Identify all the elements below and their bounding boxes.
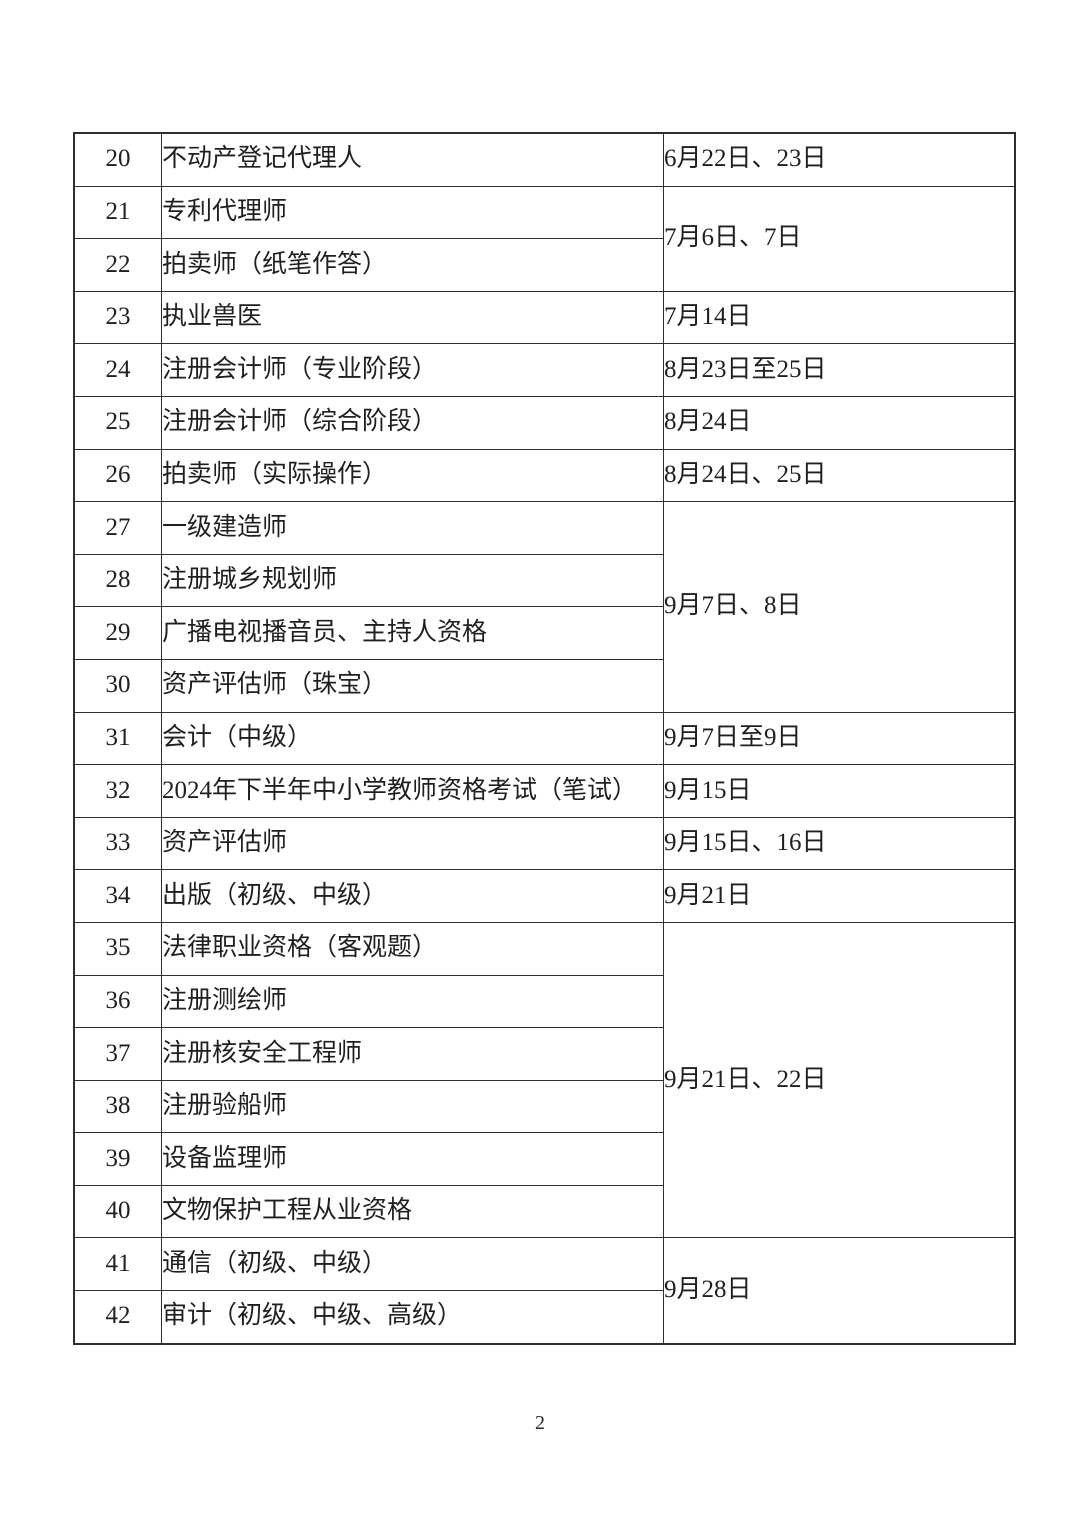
row-number-cell: 36 [73, 974, 162, 1029]
table-row: 21 专利代理师 7月6日、7日 [73, 185, 1016, 292]
table-row: 36 注册测绘师 [73, 974, 1015, 1029]
page-number: 2 [535, 1412, 545, 1434]
exam-name-cell: 出版（初级、中级） [161, 869, 664, 923]
exam-name-cell: 注册会计师（综合阶段） [161, 395, 664, 450]
row-number-cell: 26 [73, 448, 162, 503]
table-row: 31 会计（中级） 9月7日至9日 [73, 711, 1016, 766]
exam-name-cell: 拍卖师（纸笔作答） [161, 238, 664, 292]
table-row: 40 文物保护工程从业资格 [73, 1184, 1015, 1239]
exam-schedule-table: 20 不动产登记代理人 6月22日、23日 21 专利代理师 7月6日、7日 22 拍卖师（纸… [73, 132, 1016, 1345]
row-number-cell: 34 [73, 869, 162, 923]
row-number-cell: 35 [73, 921, 162, 976]
table-row: 42 审计（初级、中级、高级） [73, 1290, 1015, 1345]
exam-name-cell: 设备监理师 [161, 1132, 664, 1186]
exam-name-cell: 通信（初级、中级） [161, 1237, 664, 1292]
row-number-cell: 38 [73, 1079, 162, 1134]
table-row: 29 广播电视播音员、主持人资格 [73, 606, 1015, 660]
exam-name-cell: 一级建造师 [161, 501, 664, 555]
row-number-cell: 29 [73, 606, 162, 660]
exam-name-cell: 不动产登记代理人 [161, 132, 664, 187]
exam-date-cell: 8月24日、25日 [663, 448, 1016, 503]
table-row: 34 出版（初级、中级） 9月21日 [73, 869, 1016, 923]
exam-name-cell: 文物保护工程从业资格 [161, 1184, 664, 1239]
row-number-cell: 39 [73, 1132, 162, 1186]
row-number-cell: 28 [73, 553, 162, 608]
exam-name-cell: 执业兽医 [161, 290, 664, 345]
row-number-cell: 24 [73, 343, 162, 397]
exam-date-cell: 9月21日 [663, 869, 1016, 923]
row-number-cell: 21 [73, 185, 162, 240]
exam-name-cell: 会计（中级） [161, 711, 664, 766]
exam-name-cell: 资产评估师（珠宝） [161, 658, 664, 713]
row-number-cell: 42 [73, 1290, 162, 1345]
exam-name-cell: 注册城乡规划师 [161, 553, 664, 608]
row-number-cell: 37 [73, 1027, 162, 1081]
table-row: 37 注册核安全工程师 [73, 1027, 1015, 1081]
row-number-cell: 22 [73, 238, 162, 292]
table-row: 30 资产评估师（珠宝） [73, 658, 1015, 713]
exam-name-cell: 注册会计师（专业阶段） [161, 343, 664, 397]
table-row: 32 2024年下半年中小学教师资格考试（笔试） 9月15日 [73, 764, 1016, 818]
exam-name-cell: 注册测绘师 [161, 974, 664, 1029]
exam-name-cell: 2024年下半年中小学教师资格考试（笔试） [161, 764, 664, 818]
table-row: 23 执业兽医 7月14日 [73, 290, 1016, 345]
table-row: 33 资产评估师 9月15日、16日 [73, 816, 1016, 871]
exam-date-cell: 9月21日、22日 [663, 921, 1016, 1239]
table-row: 41 通信（初级、中级） 9月28日 [73, 1237, 1016, 1345]
exam-date-cell: 9月7日、8日 [663, 501, 1016, 713]
exam-date-cell: 9月7日至9日 [663, 711, 1016, 766]
table-row: 28 注册城乡规划师 [73, 553, 1015, 608]
exam-date-cell: 7月14日 [663, 290, 1016, 345]
table-row: 35 法律职业资格（客观题） 9月21日、22日 [73, 921, 1016, 1239]
exam-name-cell: 注册核安全工程师 [161, 1027, 664, 1081]
row-number-cell: 41 [73, 1237, 162, 1292]
table-row: 22 拍卖师（纸笔作答） [73, 238, 1015, 292]
table-row: 20 不动产登记代理人 6月22日、23日 [73, 132, 1016, 187]
exam-date-cell: 6月22日、23日 [663, 132, 1016, 187]
table-row: 27 一级建造师 9月7日、8日 [73, 501, 1016, 713]
row-number-cell: 20 [73, 132, 162, 187]
row-number-cell: 30 [73, 658, 162, 713]
exam-date-cell: 9月28日 [663, 1237, 1016, 1345]
exam-name-cell: 专利代理师 [161, 185, 664, 240]
table-row: 25 注册会计师（综合阶段） 8月24日 [73, 395, 1016, 450]
row-number-cell: 31 [73, 711, 162, 766]
exam-name-cell: 审计（初级、中级、高级） [161, 1290, 664, 1345]
exam-name-cell: 法律职业资格（客观题） [161, 921, 664, 976]
exam-name-cell: 广播电视播音员、主持人资格 [161, 606, 664, 660]
row-number-cell: 33 [73, 816, 162, 871]
exam-name-cell: 资产评估师 [161, 816, 664, 871]
exam-table-body: 20 不动产登记代理人 6月22日、23日 21 专利代理师 7月6日、7日 22 拍卖师（纸… [73, 132, 1016, 1345]
row-number-cell: 32 [73, 764, 162, 818]
table-row: 24 注册会计师（专业阶段） 8月23日至25日 [73, 343, 1016, 397]
row-number-cell: 27 [73, 501, 162, 555]
exam-name-cell: 拍卖师（实际操作） [161, 448, 664, 503]
table-row: 38 注册验船师 [73, 1079, 1015, 1134]
exam-date-cell: 9月15日、16日 [663, 816, 1016, 871]
exam-name-cell: 注册验船师 [161, 1079, 664, 1134]
exam-date-cell: 8月23日至25日 [663, 343, 1016, 397]
row-number-cell: 40 [73, 1184, 162, 1239]
exam-date-cell: 7月6日、7日 [663, 185, 1016, 292]
row-number-cell: 23 [73, 290, 162, 345]
exam-date-cell: 9月15日 [663, 764, 1016, 818]
exam-date-cell: 8月24日 [663, 395, 1016, 450]
row-number-cell: 25 [73, 395, 162, 450]
table-row: 26 拍卖师（实际操作） 8月24日、25日 [73, 448, 1016, 503]
